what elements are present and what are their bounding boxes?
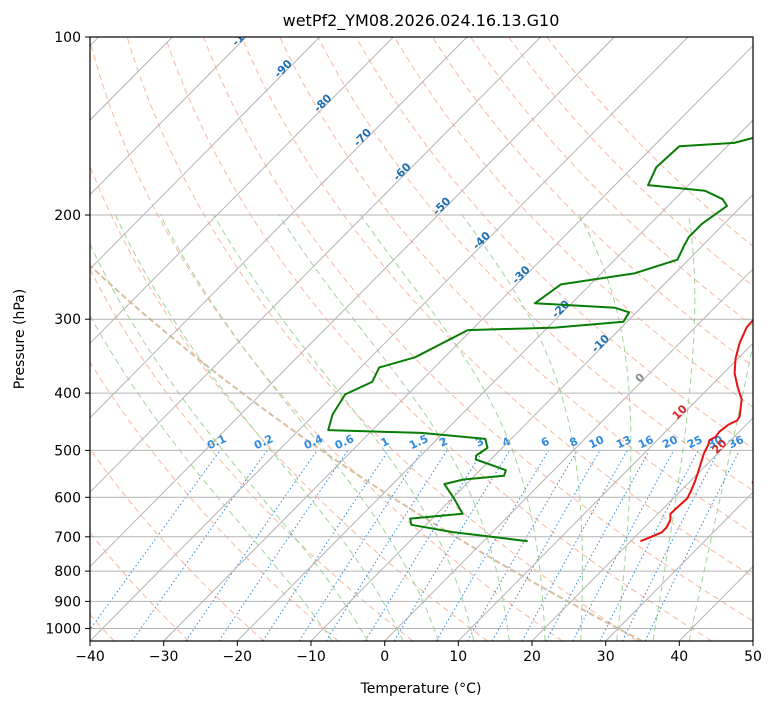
y-tick-label: 200 <box>54 208 81 224</box>
x-tick-label: −40 <box>75 649 105 665</box>
y-tick-label: 900 <box>54 594 81 610</box>
x-axis-label: Temperature (°C) <box>360 681 482 697</box>
y-tick-label: 500 <box>54 443 81 459</box>
x-tick-label: 20 <box>523 649 541 665</box>
y-tick-label: 700 <box>54 530 81 546</box>
x-tick-label: −20 <box>223 649 253 665</box>
x-tick-label: 50 <box>744 649 762 665</box>
x-tick-label: 10 <box>449 649 467 665</box>
x-tick-label: 0 <box>380 649 389 665</box>
x-tick-label: −10 <box>296 649 326 665</box>
y-axis-label: Pressure (hPa) <box>12 289 28 389</box>
x-tick-label: 40 <box>670 649 688 665</box>
x-tick-label: −30 <box>149 649 179 665</box>
y-tick-label: 600 <box>54 490 81 506</box>
y-tick-label: 300 <box>54 312 81 328</box>
y-tick-label: 100 <box>54 30 81 46</box>
y-tick-label: 400 <box>54 386 81 402</box>
x-tick-label: 30 <box>597 649 615 665</box>
chart-title: wetPf2_YM08.2026.024.16.13.G10 <box>283 11 560 31</box>
y-tick-label: 1000 <box>45 622 81 638</box>
y-tick-label: 800 <box>54 564 81 580</box>
